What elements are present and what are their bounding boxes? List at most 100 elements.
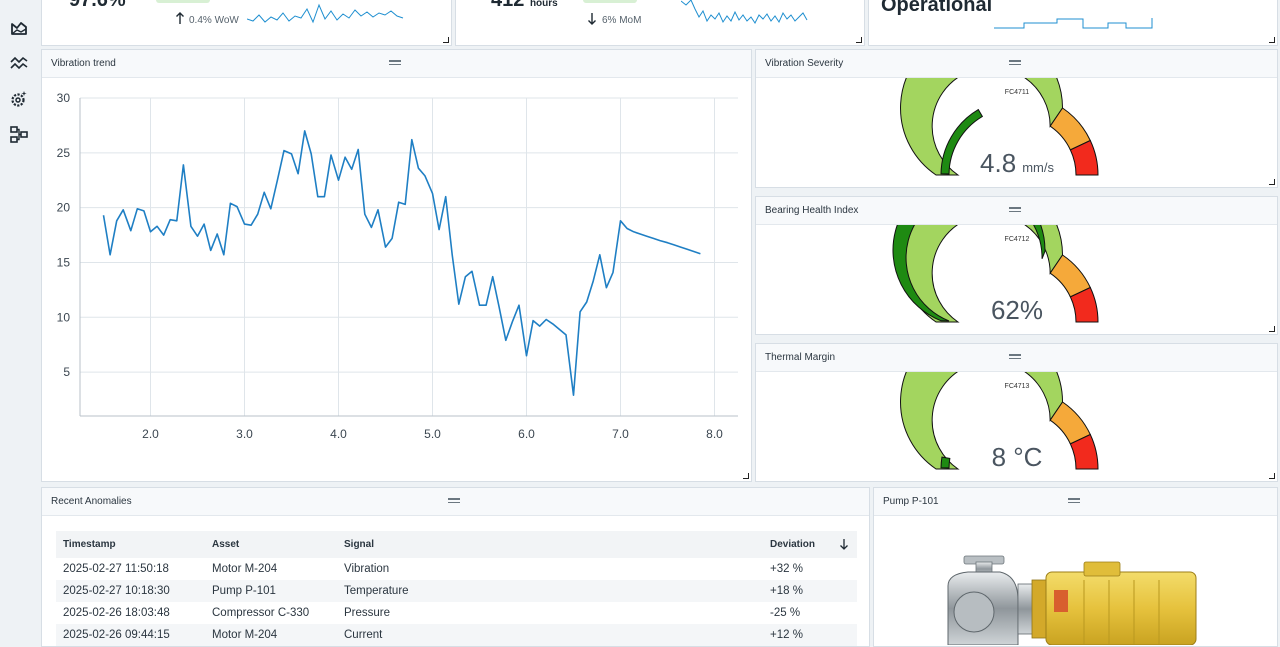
- y-tick-label: 5: [63, 365, 70, 379]
- resize-handle[interactable]: [1269, 326, 1275, 332]
- gauge-panel-bearing-health: Bearing Health Index FC4712 62%: [755, 196, 1278, 335]
- panel-header: Recent Anomalies: [42, 488, 869, 516]
- recent-anomalies-panel: Recent Anomalies Timestamp Asset Signal …: [41, 487, 870, 647]
- table-row[interactable]: 2025-02-26 09:44:15 Motor M-204 Current +12…: [56, 624, 857, 646]
- y-tick-label: 10: [57, 310, 71, 324]
- status-text: Operational: [881, 0, 993, 16]
- anomalies-table: Timestamp Asset Signal Deviation 2025-02…: [56, 531, 857, 646]
- cell-asset: Pump P-101: [205, 580, 337, 602]
- thermal-margin-gauge: FC4713 8 °C: [900, 372, 1099, 472]
- cell-timestamp: 2025-02-27 11:50:18: [63, 563, 169, 575]
- status-badge: [583, 0, 637, 3]
- panel-title: Vibration trend: [51, 58, 116, 69]
- kpi-card-mtbf: 412 hours 6% MoM: [455, 0, 865, 46]
- resize-handle[interactable]: [1269, 473, 1275, 479]
- gauge-tag: FC4711: [1005, 89, 1029, 96]
- table-row[interactable]: 2025-02-27 11:50:18 Motor M-204 Vibration +…: [56, 558, 857, 580]
- gauge-value: 4.8 mm/s: [980, 148, 1054, 178]
- gauge-zone-alarm: [1069, 139, 1099, 176]
- cell-asset: Motor M-204: [212, 563, 278, 575]
- dashboard-icon[interactable]: [9, 18, 29, 38]
- status-badge: [156, 0, 210, 3]
- settings-icon[interactable]: [9, 89, 29, 109]
- cell-timestamp: 2025-02-27 10:18:30: [56, 580, 205, 602]
- gauge-value: 8 °C: [992, 442, 1043, 472]
- cell-deviation: +18 %: [763, 580, 857, 602]
- drag-handle-icon[interactable]: [1009, 60, 1021, 66]
- cell-timestamp: 2025-02-26 09:44:15: [56, 624, 205, 646]
- panel-header: Thermal Margin: [756, 344, 1277, 372]
- y-tick-label: 20: [57, 201, 71, 215]
- cell-asset: Motor M-204: [205, 624, 337, 646]
- gauge-zone-good: [900, 372, 1064, 470]
- gauge-value-number: 4.8: [980, 148, 1016, 178]
- status-step-line: [994, 18, 1153, 29]
- table-row[interactable]: 2025-02-26 18:03:48 Compressor C-330 Press…: [56, 602, 857, 624]
- panel-header: Bearing Health Index: [756, 197, 1277, 225]
- gauge-value-arc: [940, 456, 951, 469]
- nav-rail: [0, 0, 38, 640]
- panel-title: Recent Anomalies: [51, 496, 132, 507]
- table-header-row: Timestamp Asset Signal Deviation: [56, 531, 857, 558]
- pump-image: [947, 555, 1197, 645]
- asset-image-panel: Pump P-101: [873, 487, 1278, 647]
- sort-descending-icon[interactable]: [839, 538, 849, 550]
- cell-deviation: +32 %: [770, 563, 803, 575]
- drag-handle-icon[interactable]: [1009, 207, 1021, 213]
- panel-header: Pump P-101: [874, 488, 1277, 516]
- resize-handle[interactable]: [856, 37, 862, 43]
- drag-handle-icon[interactable]: [448, 498, 460, 504]
- vibration-trend-chart: 2.0 3.0 4.0 5.0 6.0 7.0 8.0 5 10 15 20 25 30: [57, 91, 738, 441]
- resize-handle[interactable]: [1269, 179, 1275, 185]
- y-tick-label: 30: [57, 91, 71, 105]
- kpi-delta: 6% MoM: [602, 15, 642, 26]
- cell-timestamp: 2025-02-26 18:03:48: [63, 607, 170, 619]
- gauge-value-arc: [940, 108, 984, 175]
- x-tick-label: 7.0: [612, 427, 629, 441]
- sparkline: [247, 3, 404, 24]
- table-row[interactable]: 2025-02-27 10:18:30 Pump P-101 Temperature…: [56, 580, 857, 602]
- column-header-timestamp[interactable]: Timestamp: [56, 531, 205, 558]
- bearing-health-gauge: FC4712 62%: [892, 225, 1099, 325]
- y-tick-label: 15: [57, 255, 71, 269]
- x-tick-label: 4.0: [330, 427, 347, 441]
- x-tick-label: 3.0: [236, 427, 253, 441]
- resize-handle[interactable]: [743, 473, 749, 479]
- kpi-value: 412 hours: [491, 0, 558, 11]
- trend-icon[interactable]: [9, 53, 29, 73]
- arrow-up-icon: [176, 12, 184, 24]
- kpi-card-availability: 97.6% 0.4% WoW: [41, 0, 452, 46]
- hierarchy-icon[interactable]: [9, 124, 29, 144]
- column-header-asset[interactable]: Asset: [205, 531, 337, 558]
- sparkline: [681, 0, 808, 24]
- vibration-severity-gauge: FC4711 4.8 mm/s: [900, 78, 1099, 178]
- gauge-value: 62%: [991, 295, 1043, 325]
- x-tick-label: 2.0: [142, 427, 159, 441]
- cell-signal: Vibration: [344, 563, 390, 575]
- drag-handle-icon[interactable]: [389, 60, 401, 66]
- gauge-zone-good: [900, 78, 1064, 176]
- gauge-unit: mm/s: [1022, 160, 1054, 175]
- cell-signal: Pressure: [344, 607, 391, 619]
- drag-handle-icon[interactable]: [1009, 354, 1021, 360]
- kpi-unit: hours: [529, 0, 558, 9]
- kpi-card-status: Operational: [868, 0, 1278, 46]
- cell-deviation: -25 %: [770, 607, 801, 619]
- resize-handle[interactable]: [1269, 37, 1275, 43]
- resize-handle[interactable]: [443, 37, 449, 43]
- panel-header: Vibration Severity: [756, 50, 1277, 78]
- x-tick-label: 6.0: [518, 427, 535, 441]
- gauge-tag: FC4713: [1005, 383, 1030, 390]
- column-header-signal[interactable]: Signal: [337, 531, 763, 558]
- gauge-panel-thermal-margin: Thermal Margin FC4713 8 °C: [755, 343, 1278, 482]
- anomalies-table-body: 2025-02-27 11:50:18 Motor M-204 Vibration +…: [56, 558, 857, 646]
- x-tick-label: 5.0: [424, 427, 441, 441]
- cell-deviation: +12 %: [763, 624, 857, 646]
- cell-signal: Temperature: [337, 580, 763, 602]
- panel-title: Pump P-101: [883, 496, 939, 507]
- column-header-deviation[interactable]: Deviation: [763, 531, 857, 558]
- gauge-panel-vibration-severity: Vibration Severity FC4711 4.8 mm/s: [755, 49, 1278, 188]
- kpi-delta: 0.4% WoW: [189, 15, 239, 26]
- drag-handle-icon[interactable]: [1068, 498, 1080, 504]
- anomalies-table-wrap: Timestamp Asset Signal Deviation 2025-02…: [56, 531, 857, 646]
